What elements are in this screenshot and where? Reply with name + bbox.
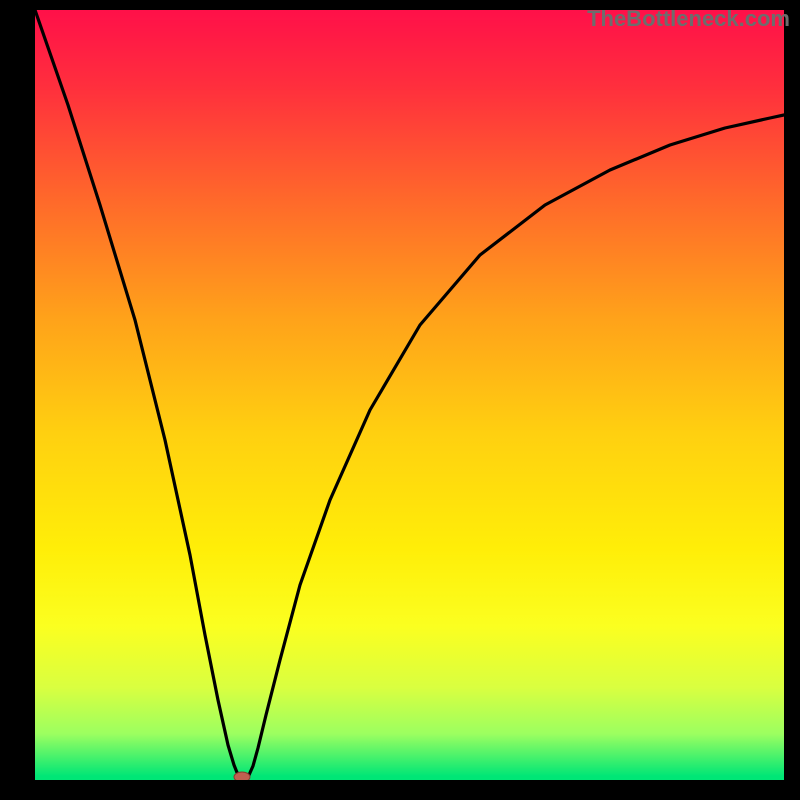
bottleneck-curve (35, 10, 784, 780)
minimum-marker (234, 772, 250, 780)
curve-layer (35, 10, 784, 780)
watermark-text: TheBottleneck.com (587, 6, 790, 32)
plot-area (35, 10, 784, 780)
chart-frame: TheBottleneck.com (0, 0, 800, 800)
